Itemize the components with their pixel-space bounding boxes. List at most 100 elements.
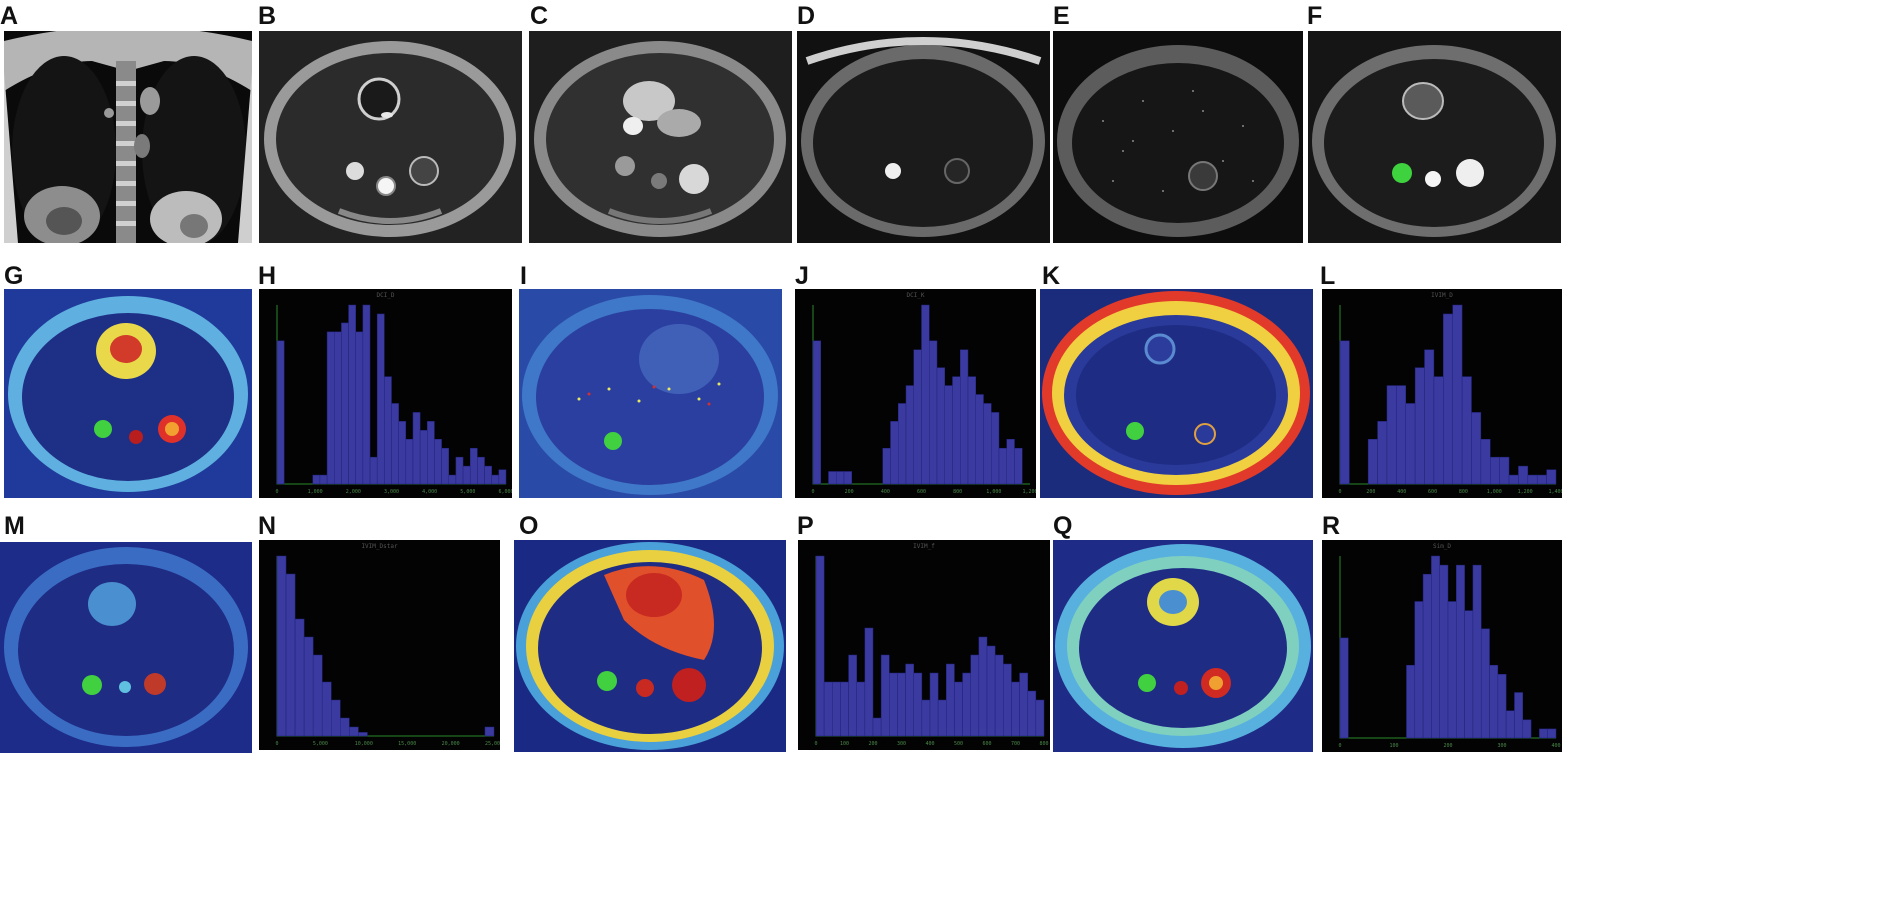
histogram-bar <box>412 412 421 485</box>
histogram-bar <box>1439 564 1449 739</box>
histogram-r: Sim_D 0 100 200 300 400 <box>1322 540 1562 752</box>
histogram-bar <box>1006 439 1015 485</box>
histogram-bar <box>880 654 890 737</box>
histogram-tick-label: 3,000 <box>384 489 399 495</box>
histogram-bar <box>882 447 891 485</box>
histogram-bar <box>1546 469 1557 485</box>
histogram-bar <box>1480 439 1491 485</box>
histogram-bar <box>1422 573 1432 739</box>
histogram-tick-label: 100 <box>1389 743 1398 749</box>
histogram-title: DCI_K <box>906 292 925 299</box>
histogram-bar <box>294 618 305 737</box>
histogram-bar <box>1471 412 1482 485</box>
histogram-plot: 0 1,000 2,000 3,000 4,000 5,000 6,000 <box>275 304 512 495</box>
histogram-bar <box>843 471 852 485</box>
histogram-bar <box>326 331 335 485</box>
histogram-bar <box>384 376 392 485</box>
histogram-bar <box>405 439 414 485</box>
histogram-l: IVIM_D 0 200 400 600 800 1,000 1,200 1,400 <box>1322 289 1562 498</box>
panel-label: R <box>1322 512 1341 540</box>
histogram-title: IVIM_D <box>1431 292 1453 299</box>
histogram-plot: 0 200 400 600 800 1,000 1,200 <box>811 304 1036 495</box>
histogram-bar <box>1539 728 1548 739</box>
parameter-map-dci-k <box>519 289 782 498</box>
histogram-bar <box>455 456 464 485</box>
histogram-tick-label: 400 <box>1397 489 1406 495</box>
histogram-bar <box>1480 628 1490 739</box>
histogram-bar <box>905 385 914 485</box>
histogram-bar <box>967 376 976 485</box>
histogram-p: IVIM_f 0 100 200 300 400 500 600 700 800 <box>798 540 1050 750</box>
histogram-bar <box>448 474 457 485</box>
panel-label: A <box>0 2 19 30</box>
panel-label: G <box>4 262 24 290</box>
histogram-tick-label: 0 <box>811 489 814 495</box>
histogram-bar <box>1490 456 1500 485</box>
histogram-bar <box>1464 610 1474 739</box>
histogram-title: Sim_D <box>1432 543 1452 550</box>
histogram-bar <box>1405 403 1416 485</box>
histogram-plot: 0 100 200 300 400 <box>1338 555 1561 749</box>
histogram-bar <box>1431 555 1440 739</box>
histogram-bar <box>319 474 328 485</box>
histogram-tick-label: 600 <box>917 489 926 495</box>
histogram-bar <box>341 322 349 485</box>
parameter-map-dci-d <box>4 289 252 498</box>
histogram-bar <box>1035 699 1045 737</box>
histogram-bar <box>960 349 969 485</box>
panel-label: E <box>1053 2 1070 30</box>
histogram-bar <box>1505 710 1515 739</box>
coronal-mr-image <box>4 31 252 243</box>
histogram-bar <box>991 412 1000 485</box>
histogram-tick-label: 200 <box>868 741 877 747</box>
histogram-bar <box>954 681 963 737</box>
histogram-bar <box>1527 474 1538 485</box>
histogram-bar <box>937 699 947 737</box>
histogram-bar <box>1027 690 1037 737</box>
histogram-bar <box>398 421 407 485</box>
histogram-tick-label: 400 <box>1551 743 1560 749</box>
histogram-tick-label: 400 <box>925 741 934 747</box>
histogram-bar <box>1472 564 1482 739</box>
histogram-bar <box>864 627 874 737</box>
histogram-bar <box>1456 564 1465 739</box>
histogram-bar <box>1499 456 1510 485</box>
histogram-bar <box>321 681 332 737</box>
histogram-tick-label: 300 <box>897 741 906 747</box>
histogram-bar <box>983 403 992 485</box>
histogram-tick-label: 800 <box>1459 489 1468 495</box>
histogram-bar <box>276 555 287 737</box>
histogram-tick-label: 500 <box>954 741 963 747</box>
histogram-n: IVIM_Dstar 0 5,000 10,000 15,000 20,000 25,00… <box>259 540 500 750</box>
histogram-bar <box>355 331 364 485</box>
histogram-bar <box>1396 385 1406 485</box>
histogram-bar <box>369 456 378 485</box>
histogram-bar <box>441 447 449 485</box>
axial-t2-image <box>259 31 522 243</box>
histogram-bar <box>978 636 988 737</box>
histogram-title: DCI_D <box>376 292 395 299</box>
histogram-bar <box>1019 672 1028 737</box>
histogram-bar <box>832 681 841 737</box>
histogram-bar <box>1414 601 1424 739</box>
panel-label: B <box>258 2 277 30</box>
panel-label: M <box>4 512 25 540</box>
panel-label: J <box>795 262 809 290</box>
histogram-bar <box>921 699 931 737</box>
histogram-bar <box>1011 681 1020 737</box>
histogram-bar <box>986 645 996 737</box>
histogram-bar <box>890 421 899 485</box>
histogram-bar <box>975 394 984 485</box>
histogram-bar <box>1339 340 1350 485</box>
histogram-bar <box>962 672 971 737</box>
histogram-bar <box>462 465 471 485</box>
histogram-bar <box>840 681 849 737</box>
panel-label: L <box>1320 262 1336 290</box>
histogram-bar <box>1377 421 1388 485</box>
histogram-plot: 0 5,000 10,000 15,000 20,000 25,000 <box>275 555 500 747</box>
histogram-bar <box>1014 447 1023 485</box>
histogram-bar <box>484 465 492 485</box>
histogram-bar <box>944 385 953 485</box>
histogram-bar <box>1367 439 1378 485</box>
histogram-bar <box>952 376 961 485</box>
